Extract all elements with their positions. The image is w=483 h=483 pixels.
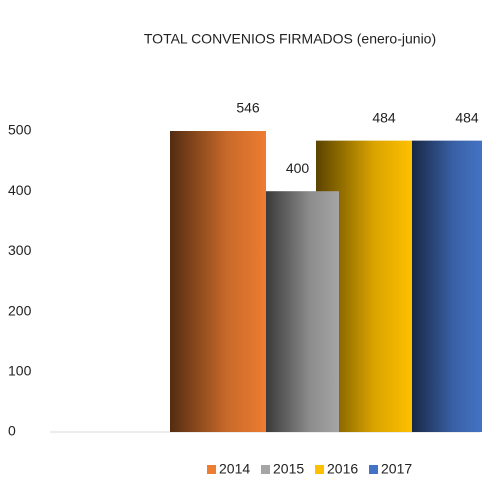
legend-label: 2016 <box>327 461 358 477</box>
bar <box>266 191 339 432</box>
data-label: 484 <box>372 109 396 125</box>
chart-title: TOTAL CONVENIOS FIRMADOS (enero-junio) <box>144 31 436 47</box>
y-tick-label: 200 <box>8 302 32 318</box>
bar <box>170 131 266 432</box>
data-label: 400 <box>286 160 310 176</box>
data-label: 484 <box>455 109 479 125</box>
legend-swatch <box>261 465 270 474</box>
bars <box>170 131 482 432</box>
legend-label: 2015 <box>273 461 304 477</box>
bar <box>412 140 482 432</box>
y-tick-label: 100 <box>8 363 32 379</box>
y-tick-label: 300 <box>8 242 32 258</box>
legend-label: 2014 <box>219 461 250 477</box>
legend-swatch <box>369 465 378 474</box>
legend-swatch <box>207 465 216 474</box>
legend-label: 2017 <box>381 461 412 477</box>
legend-swatch <box>315 465 324 474</box>
y-tick-label: 0 <box>8 423 16 439</box>
y-tick-label: 500 <box>8 122 32 138</box>
data-label: 546 <box>236 100 260 116</box>
y-tick-label: 400 <box>8 182 32 198</box>
